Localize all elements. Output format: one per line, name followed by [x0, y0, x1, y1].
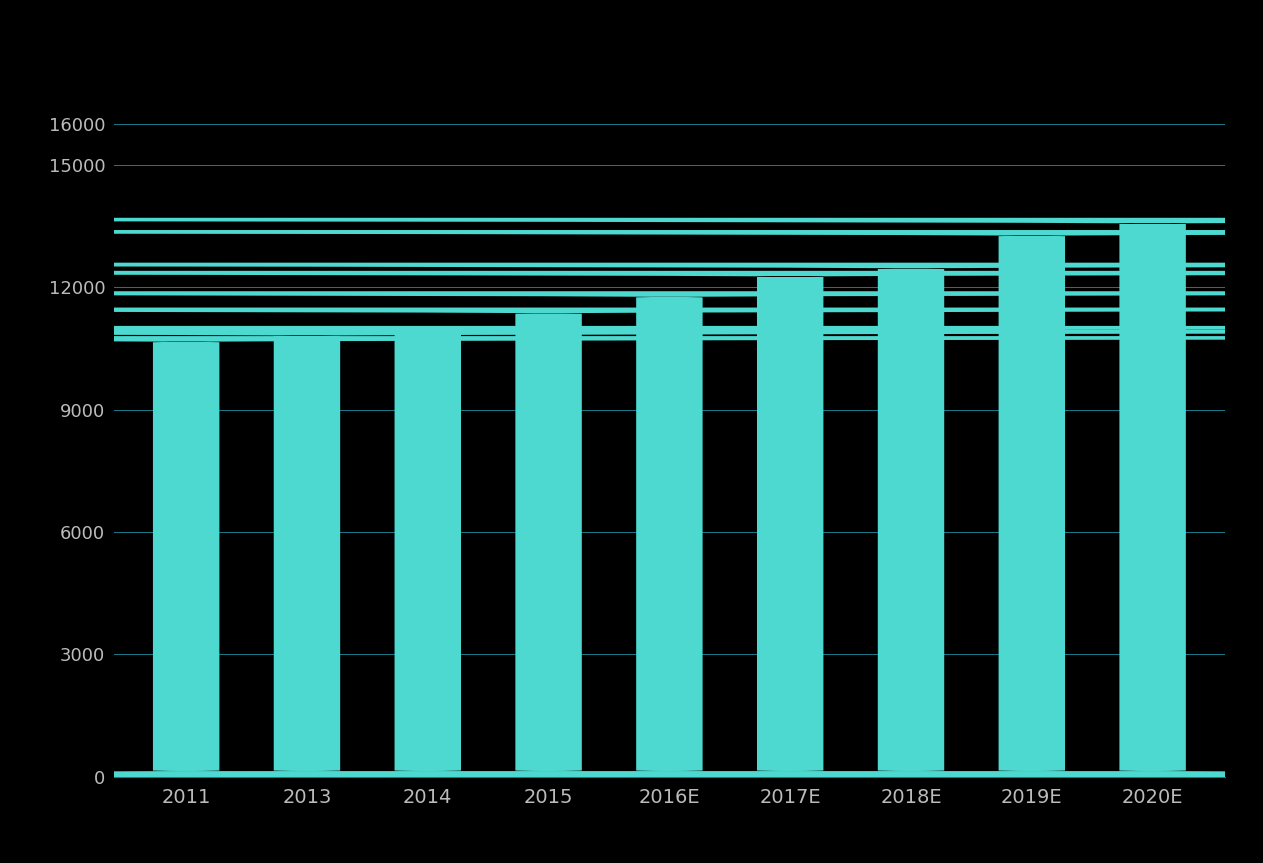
- FancyBboxPatch shape: [0, 291, 1263, 777]
- FancyBboxPatch shape: [0, 307, 1263, 777]
- FancyBboxPatch shape: [0, 262, 1263, 777]
- FancyBboxPatch shape: [0, 230, 1263, 777]
- FancyBboxPatch shape: [0, 271, 1263, 777]
- FancyBboxPatch shape: [0, 330, 1263, 777]
- FancyBboxPatch shape: [0, 217, 1263, 777]
- FancyBboxPatch shape: [0, 326, 1263, 777]
- FancyBboxPatch shape: [0, 336, 1263, 777]
